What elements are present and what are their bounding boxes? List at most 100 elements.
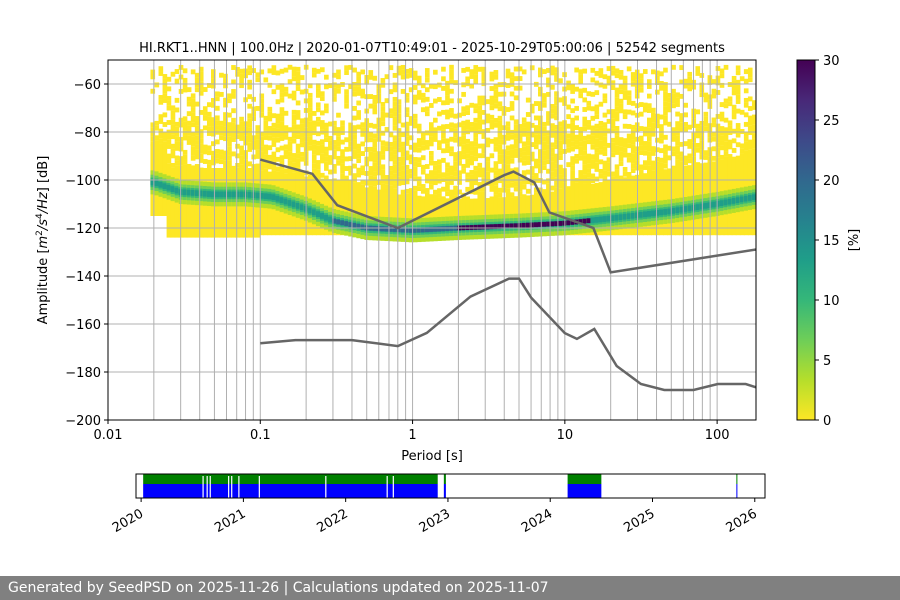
heat-ridge xyxy=(186,189,192,196)
heat-cell xyxy=(356,100,361,106)
heat-cell xyxy=(445,85,450,91)
heat-cell xyxy=(279,126,285,132)
heat-cell xyxy=(578,136,584,142)
heat-cell xyxy=(747,115,753,121)
heat-cell xyxy=(602,93,608,99)
heat-cell xyxy=(372,171,378,177)
heat-cell xyxy=(461,111,466,117)
heat-cell xyxy=(558,174,563,180)
heat-cell xyxy=(433,160,438,166)
heat-cell xyxy=(449,180,454,185)
colorbar-tick-label: 30 xyxy=(823,54,840,69)
heat-cell xyxy=(404,92,410,98)
heat-cell xyxy=(570,132,575,138)
heat-peak xyxy=(542,221,547,227)
heat-peak xyxy=(489,224,495,230)
heat-cell xyxy=(441,157,446,163)
heat-ridge xyxy=(647,210,652,217)
heat-cell xyxy=(372,138,378,144)
heat-cell xyxy=(529,170,535,176)
heat-cell xyxy=(675,135,680,141)
heat-cell xyxy=(517,124,523,129)
heat-cell xyxy=(372,133,378,139)
heat-cell xyxy=(259,69,265,75)
heat-cell xyxy=(307,140,313,146)
heat-cell xyxy=(320,148,325,154)
heat-cell xyxy=(618,146,624,152)
heat-cell xyxy=(396,166,402,172)
heat-cell xyxy=(469,74,475,79)
heat-cell xyxy=(356,158,361,164)
heat-cell xyxy=(655,161,660,167)
heat-cell xyxy=(408,192,414,198)
heat-cell xyxy=(239,68,244,74)
heat-cell xyxy=(412,123,418,129)
heat-band xyxy=(416,196,422,236)
heat-cell xyxy=(453,171,458,177)
heat-ridge xyxy=(727,198,733,205)
heat-cell xyxy=(368,170,374,176)
heat-cell xyxy=(550,123,555,129)
heat-cell xyxy=(638,102,644,108)
heat-cell xyxy=(570,184,575,190)
heat-cell xyxy=(727,125,733,131)
heat-cell xyxy=(166,134,172,140)
heat-cell xyxy=(279,83,285,89)
heat-cell xyxy=(400,132,406,138)
heat-cell xyxy=(610,142,616,148)
heat-cell xyxy=(453,161,458,167)
heat-cell xyxy=(336,112,341,118)
heat-cell xyxy=(259,93,265,99)
heat-peak xyxy=(360,224,366,230)
heat-cell xyxy=(699,144,705,150)
heat-cell xyxy=(271,137,277,143)
heat-cell xyxy=(473,65,479,70)
heat-cell xyxy=(206,121,212,127)
heat-cell xyxy=(582,155,588,160)
heat-cell xyxy=(699,135,705,141)
heat-cell xyxy=(517,176,523,182)
heat-cell xyxy=(647,160,652,166)
heat-cell xyxy=(380,101,386,107)
heat-cell xyxy=(513,76,519,82)
heat-cell xyxy=(517,181,523,187)
heat-cell xyxy=(618,161,624,167)
heat-cell xyxy=(404,131,410,137)
heat-cell xyxy=(429,170,434,176)
heat-cell xyxy=(731,75,737,81)
heat-cell xyxy=(695,70,701,76)
heat-cell xyxy=(465,138,470,144)
heat-cell xyxy=(529,122,535,128)
heat-cell xyxy=(542,165,547,171)
heat-cell xyxy=(194,149,200,155)
heat-cell xyxy=(227,151,232,156)
heat-cell xyxy=(675,130,680,136)
heat-cell xyxy=(578,150,584,156)
heat-cell xyxy=(190,155,196,161)
heat-cell xyxy=(360,151,366,157)
heat-cell xyxy=(311,168,317,174)
heat-ridge xyxy=(747,195,753,201)
heat-cell xyxy=(328,145,333,151)
heat-cell xyxy=(437,145,442,150)
heat-cell xyxy=(219,159,224,165)
heat-peak xyxy=(388,226,394,232)
heat-cell xyxy=(170,143,176,149)
heat-cell xyxy=(231,79,236,85)
heat-cell xyxy=(655,156,660,162)
heat-cell xyxy=(578,170,584,175)
heat-cell xyxy=(550,65,555,71)
heat-cell xyxy=(388,185,394,191)
heat-cell xyxy=(529,166,535,172)
heat-cell xyxy=(521,122,527,128)
heat-cell xyxy=(570,175,575,181)
heat-cell xyxy=(711,79,717,85)
heat-cell xyxy=(630,168,636,174)
heat-cell xyxy=(315,88,321,93)
heat-cell xyxy=(521,179,527,185)
heat-cell xyxy=(525,136,531,141)
heat-cell xyxy=(194,130,200,136)
heat-cell xyxy=(441,100,446,106)
heat-cell xyxy=(433,194,438,200)
heat-cell xyxy=(255,163,261,169)
